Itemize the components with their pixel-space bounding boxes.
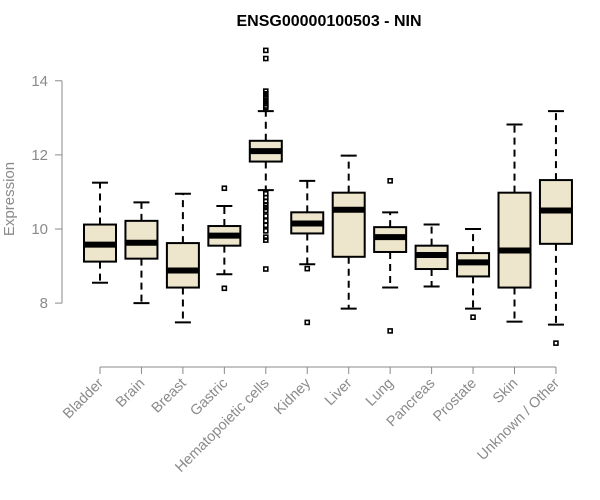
outlier-point (304, 265, 311, 272)
outlier-point (387, 178, 393, 184)
outlier-point (553, 340, 559, 346)
box-bladder (83, 181, 117, 284)
outlier-point (262, 234, 269, 240)
outlier-point (262, 47, 269, 54)
box-prostate (456, 228, 491, 321)
chart-title: ENSG00000100503 - NIN (237, 13, 422, 30)
outlier-point (262, 228, 269, 234)
x-tick-label-breast: Breast (149, 376, 190, 417)
outlier-point (262, 222, 269, 229)
outlier-point (470, 314, 476, 321)
box-series (83, 47, 573, 346)
x-tick-label-skin: Skin (490, 376, 521, 407)
box-skin (497, 123, 532, 323)
outlier-point (262, 266, 269, 272)
box-hematopoietic-cells (248, 47, 283, 272)
x-tick-label-brain: Brain (113, 376, 148, 411)
outlier-point (262, 104, 269, 111)
outlier-point (262, 237, 269, 243)
box-lung (373, 178, 408, 334)
x-tick-label-kidney: Kidney (271, 375, 314, 418)
box-brain (124, 201, 159, 305)
y-tick-label: 10 (31, 221, 48, 238)
y-tick-label: 8 (40, 295, 48, 312)
outlier-point (262, 213, 269, 219)
box-pancreas (414, 223, 449, 288)
x-tick-label-bladder: Bladder (60, 375, 107, 422)
y-tick-label: 14 (31, 73, 48, 90)
x-tick-label-prostate: Prostate (430, 376, 479, 425)
y-axis-label: Expression (1, 162, 18, 236)
iqr-box (497, 191, 532, 289)
outlier-point (262, 207, 269, 214)
box-gastric (207, 185, 242, 292)
outlier-point (262, 204, 269, 211)
box-kidney (290, 179, 325, 326)
x-tick-label-liver: Liver (322, 375, 356, 409)
box-unknown-other (538, 110, 573, 346)
outlier-point (262, 218, 269, 224)
box-breast (165, 192, 200, 324)
outlier-point (221, 185, 228, 192)
x-tick-label-lung: Lung (363, 376, 397, 410)
iqr-box (165, 242, 200, 289)
outlier-point (304, 319, 311, 326)
outlier-point (262, 55, 269, 62)
outlier-point (221, 285, 228, 292)
box-liver (331, 154, 366, 310)
iqr-box (331, 191, 366, 258)
y-tick-label: 12 (31, 147, 48, 164)
outlier-point (387, 328, 393, 334)
y-axis: 8 10 12 14 (31, 73, 63, 312)
